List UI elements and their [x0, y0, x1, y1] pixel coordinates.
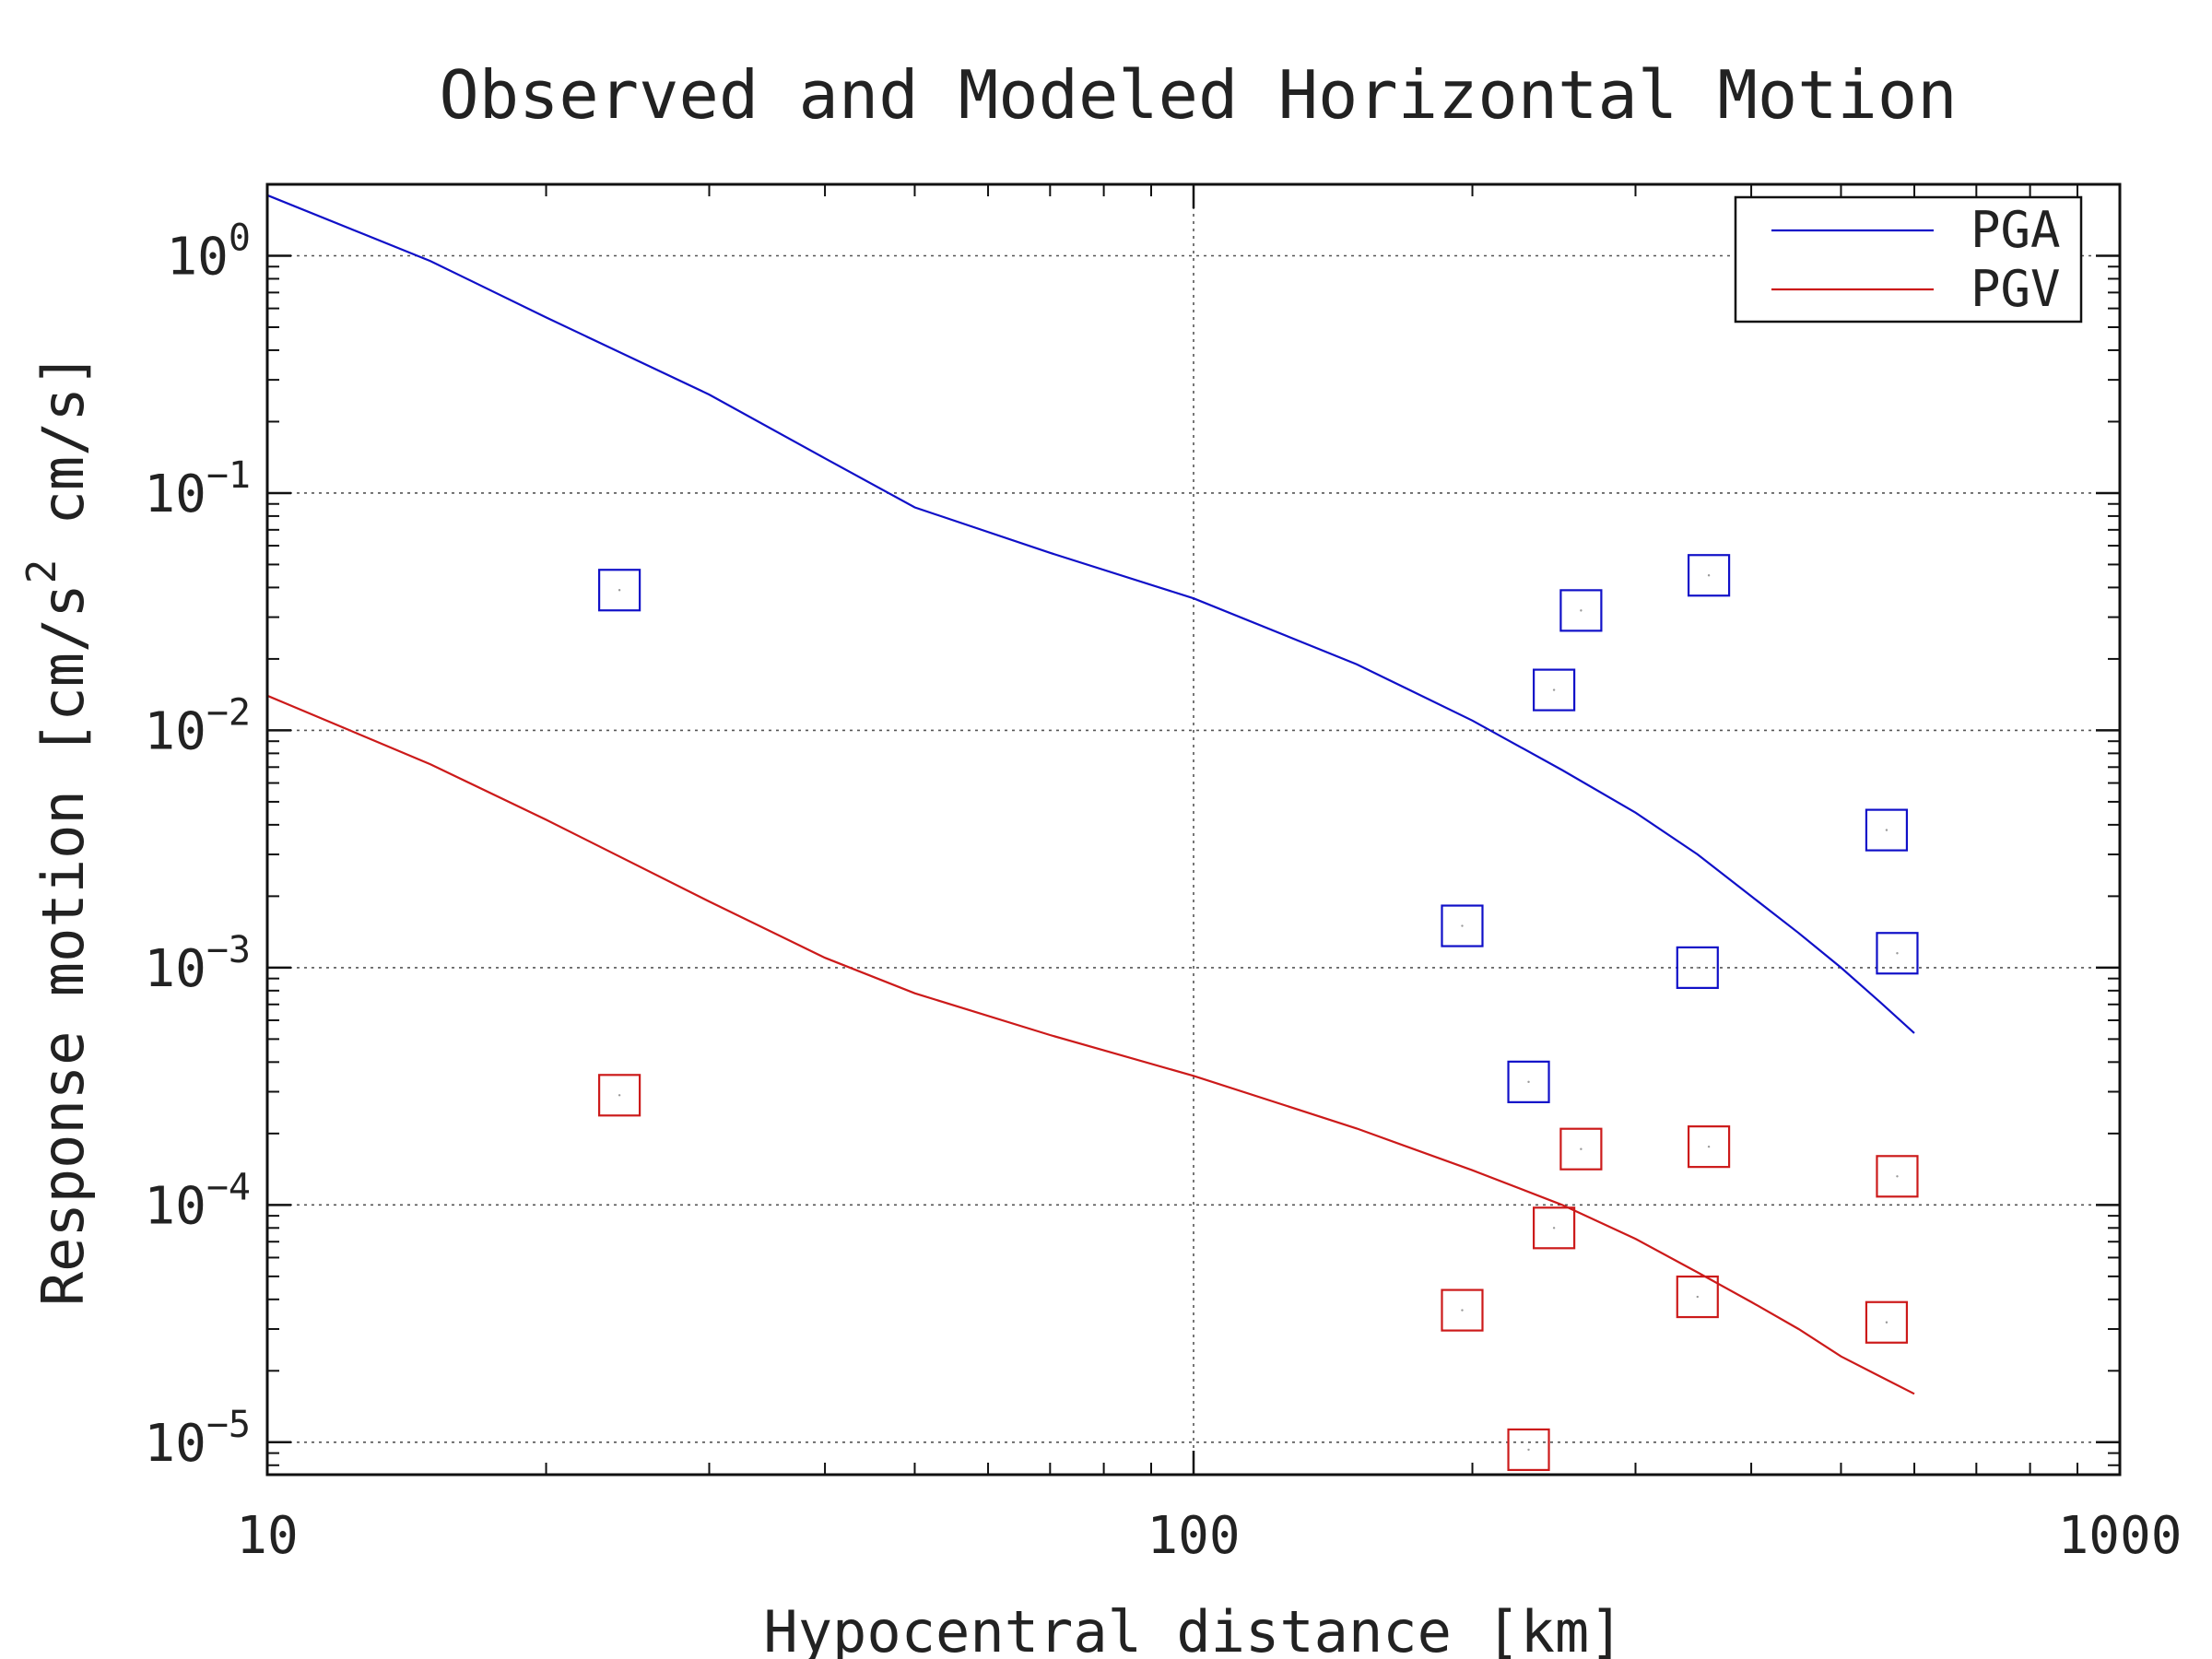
legend-label-pga: PGA [1971, 201, 2061, 259]
observed-point-pgv [1552, 1227, 1556, 1230]
y-tick-labels: 100 10−1 10−2 10−3 10−4 10−5 [144, 218, 251, 1474]
series-line-pga [266, 194, 1915, 1034]
series-line-pgv [266, 694, 1915, 1395]
y-axis-label-suffix: cm/s] [29, 353, 97, 559]
legend: PGA PGV [1734, 195, 2083, 324]
observed-marker-pgv [1559, 1127, 1603, 1171]
observed-point-pgv [1696, 1295, 1699, 1299]
observed-marker-pga [1676, 946, 1719, 989]
observed-point-pga [1461, 924, 1464, 927]
observed-marker-pga [1876, 932, 1919, 975]
y-tick-label: 10−2 [144, 691, 251, 761]
observed-point-pga [1580, 609, 1583, 612]
x-tick-labels: 10 100 1000 [236, 1506, 2182, 1566]
observed-marker-pga [1507, 1060, 1550, 1103]
y-axis-label-superscript: 2 [18, 559, 65, 584]
observed-point-pgv [1707, 1145, 1711, 1148]
x-axis-label: Hypocentral distance [km] [763, 1598, 1623, 1659]
observed-point-pga [1527, 1080, 1530, 1084]
y-tick-label: 10−4 [144, 1166, 251, 1236]
observed-point-pga [1696, 966, 1699, 970]
observed-point-pga [1896, 952, 1899, 955]
observed-marker-pgv [598, 1074, 641, 1117]
observed-marker-pgv [1865, 1300, 1909, 1344]
observed-marker-pgv [1687, 1125, 1731, 1169]
observed-marker-pga [1865, 808, 1909, 852]
observed-point-pga [618, 589, 621, 592]
y-tick-label: 10−5 [144, 1404, 251, 1474]
observed-marker-pga [1533, 668, 1576, 712]
observed-point-pgv [1896, 1175, 1899, 1178]
observed-point-pga [1885, 829, 1888, 831]
observed-point-pgv [1461, 1309, 1464, 1312]
y-axis-label-prefix: Response motion [cm/s [29, 583, 97, 1306]
observed-marker-pgv [1441, 1288, 1484, 1332]
legend-box [1734, 195, 2083, 324]
model-curves [266, 194, 1915, 1395]
legend-label-pgv: PGV [1971, 260, 2061, 318]
observed-point-pga [1707, 574, 1711, 577]
observed-point-pga [1552, 688, 1556, 691]
observed-markers [598, 554, 1919, 1472]
y-axis-label: Response motion [cm/s2 cm/s] [18, 353, 97, 1306]
x-tick-label: 100 [1147, 1506, 1240, 1566]
observed-marker-pga [1687, 554, 1731, 597]
observed-point-pgv [1885, 1321, 1888, 1324]
y-tick-label: 10−3 [144, 929, 251, 999]
observed-marker-pgv [1507, 1428, 1550, 1472]
x-tick-label: 10 [236, 1506, 298, 1566]
observed-point-pgv [1527, 1448, 1530, 1452]
chart-title: Observed and Modeled Horizontal Motion [439, 56, 1957, 134]
x-tick-label: 1000 [2058, 1506, 2183, 1566]
plot-frame [265, 182, 2122, 1477]
y-tick-label: 100 [166, 218, 251, 288]
observed-marker-pgv [1876, 1155, 1919, 1198]
observed-point-pgv [1580, 1147, 1583, 1150]
observed-marker-pga [1441, 904, 1484, 947]
observed-marker-pga [1559, 589, 1603, 632]
observed-marker-pgv [1533, 1206, 1576, 1250]
observed-marker-pga [598, 569, 641, 612]
y-tick-label: 10−1 [144, 454, 251, 524]
observed-marker-pgv [1676, 1275, 1719, 1319]
observed-point-pgv [618, 1094, 621, 1097]
